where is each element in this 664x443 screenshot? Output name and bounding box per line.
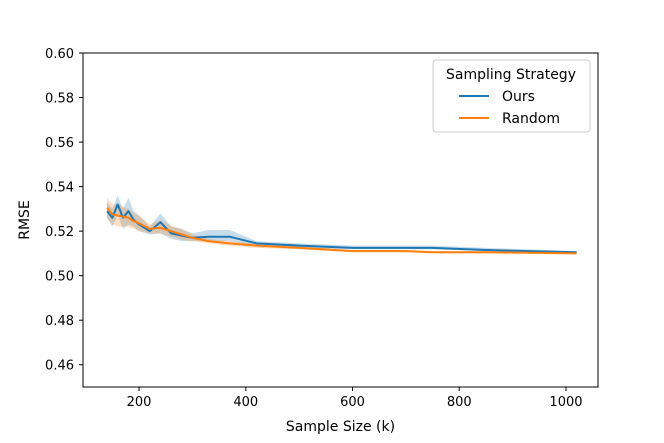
legend-box bbox=[432, 59, 591, 133]
y-tick-label: 0.60 bbox=[45, 47, 74, 62]
y-tick-label: 0.56 bbox=[45, 136, 74, 151]
y-tick-label: 0.54 bbox=[45, 181, 74, 196]
legend-label-random: Random bbox=[502, 111, 560, 127]
series-line-ours bbox=[106, 203, 577, 254]
plot-frame bbox=[82, 52, 599, 388]
x-tick-label: 1000 bbox=[549, 395, 582, 410]
series-line-random bbox=[106, 207, 577, 255]
x-axis-ticks: 200 400 600 800 1000 bbox=[127, 387, 583, 410]
y-tick-label: 0.52 bbox=[45, 225, 74, 240]
y-tick-label: 0.50 bbox=[45, 270, 74, 285]
legend-label-ours: Ours bbox=[502, 89, 535, 105]
x-tick-label: 400 bbox=[233, 395, 258, 410]
x-tick-label: 800 bbox=[447, 395, 472, 410]
confidence-bands bbox=[107, 195, 577, 255]
y-tick-label: 0.58 bbox=[45, 92, 74, 107]
confidence-band-ours bbox=[107, 195, 577, 253]
legend: Sampling Strategy Ours Random bbox=[432, 59, 591, 133]
series-lines bbox=[106, 203, 577, 255]
x-tick-label: 600 bbox=[340, 395, 365, 410]
y-axis-title: RMSE bbox=[17, 200, 33, 240]
x-tick-label: 200 bbox=[127, 395, 152, 410]
x-axis-title: Sample Size (k) bbox=[286, 419, 395, 435]
y-tick-label: 0.46 bbox=[45, 359, 74, 374]
y-tick-label: 0.48 bbox=[45, 314, 74, 329]
y-axis-ticks: 0.46 0.48 0.50 0.52 0.54 0.56 0.58 0.60 bbox=[45, 47, 83, 374]
legend-title: Sampling Strategy bbox=[446, 67, 576, 83]
